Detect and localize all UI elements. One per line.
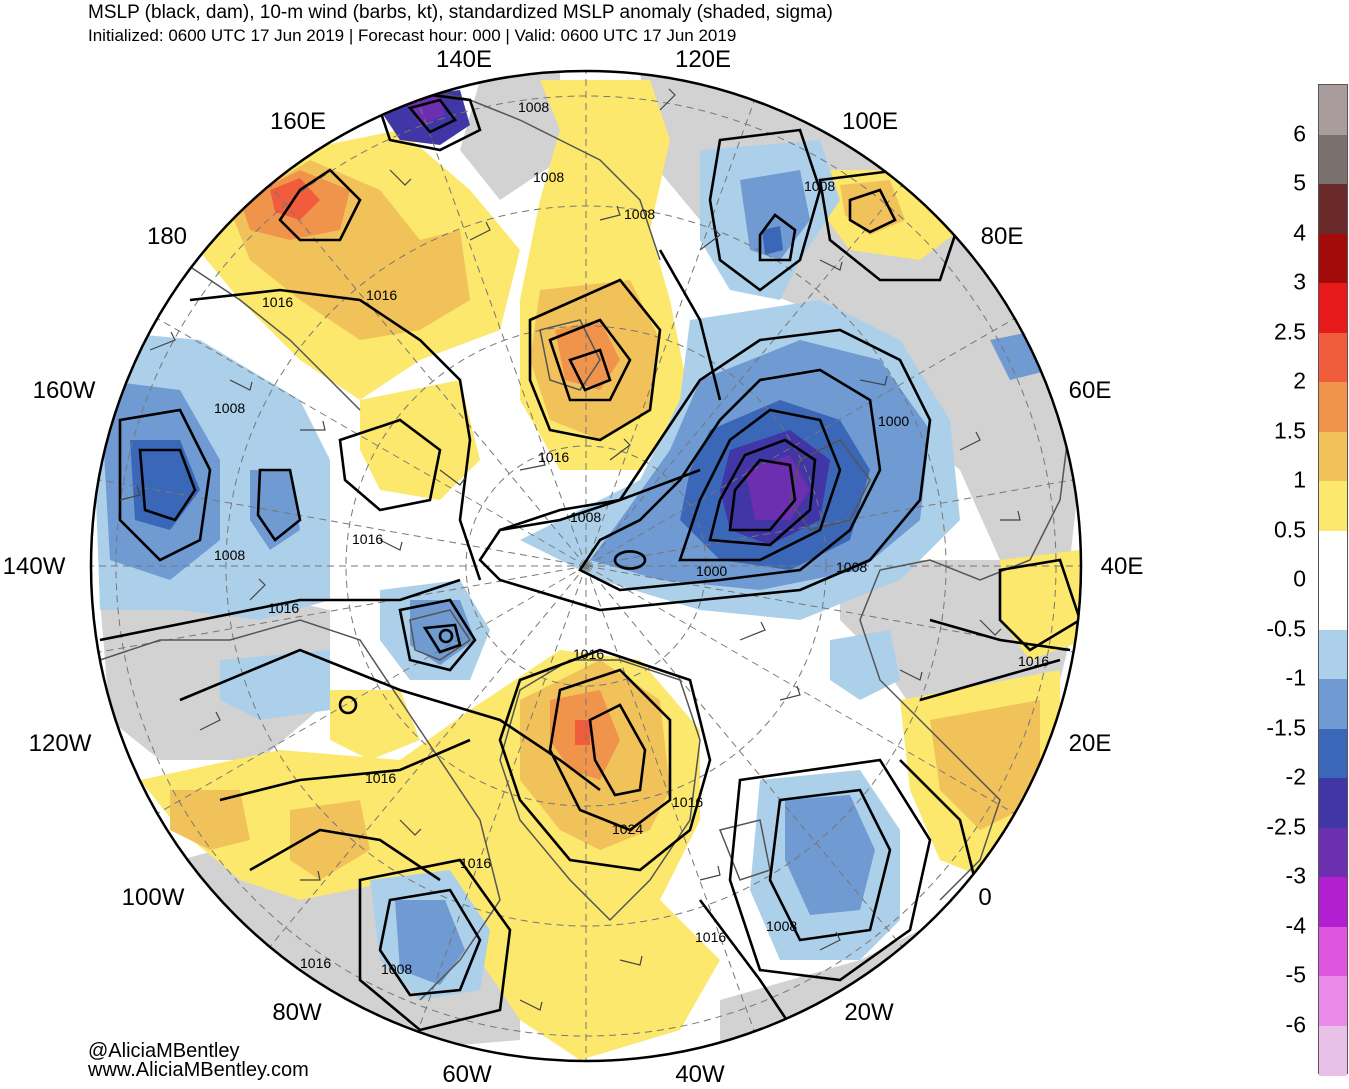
colorbar-segment <box>1319 382 1347 432</box>
lon-label-40w: 40W <box>675 1061 725 1088</box>
isobar-label: 1016 <box>538 449 569 465</box>
isobar-label: 1008 <box>214 400 245 416</box>
isobar-labels: 1008 1008 1008 1016 1016 1016 1008 1008 … <box>214 99 1049 977</box>
colorbar-tick-label: 1.5 <box>1274 417 1306 443</box>
colorbar-tick-label: 5 <box>1293 169 1306 196</box>
colorbar-segment <box>1319 530 1347 581</box>
isobar-label: 1008 <box>624 206 655 222</box>
isobar-label: 1000 <box>878 413 909 429</box>
colorbar-tick-label: 0 <box>1293 565 1306 592</box>
colorbar-segment <box>1319 580 1347 630</box>
colorbar-tick-label: 2.5 <box>1274 318 1306 344</box>
chart-subtitle: Initialized: 0600 UTC 17 Jun 2019 | Fore… <box>88 26 737 45</box>
lon-label-160w: 160W <box>32 377 96 404</box>
colorbar-segment <box>1319 976 1347 1026</box>
colorbar-segment <box>1319 728 1347 779</box>
colorbar-tick-label: 2 <box>1293 367 1306 394</box>
lon-label-20e: 20E <box>1068 730 1112 757</box>
colorbar-segment <box>1319 85 1347 135</box>
chart-title: MSLP (black, dam), 10-m wind (barbs, kt)… <box>88 2 833 23</box>
lon-label-60e: 60E <box>1068 377 1112 404</box>
isobar-label: 1016 <box>268 600 299 616</box>
isobar-label: 1016 <box>365 770 396 786</box>
colorbar-segment <box>1319 481 1347 531</box>
isobar-label: 1016 <box>672 794 703 810</box>
isobar-label: 1016 <box>366 287 397 303</box>
isobar-label: 1008 <box>533 169 564 185</box>
lon-label-120w: 120W <box>28 730 92 757</box>
isobar-label: 1016 <box>1018 653 1049 669</box>
lon-label-80w: 80W <box>272 999 322 1026</box>
map-border <box>89 69 1083 1063</box>
isobar-label: 1000 <box>696 563 727 579</box>
isobar-label: 1024 <box>612 821 643 837</box>
colorbar-segment <box>1319 134 1347 185</box>
colorbar-segment <box>1319 283 1347 333</box>
colorbar-tick-label: -5 <box>1285 961 1306 988</box>
colorbar-segment <box>1319 629 1347 680</box>
lon-label-140e: 140E <box>435 46 493 73</box>
isobar-label: 1016 <box>300 955 331 971</box>
lon-label-100e: 100E <box>841 108 899 135</box>
colorbar-segment <box>1319 877 1347 927</box>
isobar-label: 1016 <box>460 855 491 871</box>
colorbar-tick-label: 0.5 <box>1274 516 1306 542</box>
lon-label-120e: 120E <box>674 46 732 73</box>
lon-label-40e: 40E <box>1100 553 1144 580</box>
isobar-label: 1008 <box>518 99 549 115</box>
colorbar-tick-label: 6 <box>1293 120 1306 146</box>
isobar-label: 1008 <box>766 918 797 934</box>
credit-handle: @AliciaMBentley <box>88 1040 240 1062</box>
lon-label-180: 180 <box>146 223 188 250</box>
colorbar <box>1318 84 1348 1076</box>
lon-label-0: 0 <box>978 884 992 911</box>
isobar-label: 1016 <box>573 646 604 662</box>
isobar-label: 1016 <box>695 929 726 945</box>
colorbar-segment <box>1319 778 1347 828</box>
isobar-label: 1008 <box>214 547 245 563</box>
colorbar-tick-label: -2.5 <box>1266 813 1306 839</box>
isobar-label: 1008 <box>381 961 412 977</box>
isobar-label: 1016 <box>352 531 383 547</box>
colorbar-tick-label: -2 <box>1285 763 1306 790</box>
isobar-label: 1008 <box>836 559 867 575</box>
positive-anomaly-shading <box>140 80 1081 1060</box>
colorbar-segment <box>1319 827 1347 878</box>
isobar-label: 1016 <box>262 294 293 310</box>
isobar-label: 1008 <box>804 178 835 194</box>
credit-website: www.AliciaMBentley.com <box>88 1059 309 1081</box>
colorbar-segment <box>1319 679 1347 729</box>
colorbar-segment <box>1319 233 1347 284</box>
colorbar-segment <box>1319 332 1347 383</box>
colorbar-tick-label: -0.5 <box>1266 615 1306 641</box>
lon-label-60w: 60W <box>442 1061 492 1088</box>
coastlines <box>99 89 1071 1001</box>
colorbar-segment <box>1319 1025 1347 1076</box>
isobar-label: 1008 <box>570 509 601 525</box>
colorbar-segment <box>1319 926 1347 977</box>
lon-label-80e: 80E <box>980 223 1024 250</box>
colorbar-tick-label: -1 <box>1285 664 1306 691</box>
colorbar-segment <box>1319 184 1347 234</box>
colorbar-tick-label: -6 <box>1285 1011 1306 1037</box>
lon-label-160e: 160E <box>269 108 327 135</box>
colorbar-tick-label: 1 <box>1293 466 1306 493</box>
colorbar-tick-label: -4 <box>1285 912 1306 938</box>
lon-label-20w: 20W <box>844 999 894 1026</box>
wind-barbs <box>119 88 1021 1011</box>
colorbar-tick-label: -3 <box>1285 862 1306 889</box>
lon-label-140w: 140W <box>2 553 66 580</box>
lon-label-100w: 100W <box>121 884 185 911</box>
colorbar-tick-label: 4 <box>1293 219 1306 245</box>
isobars <box>99 93 1081 1041</box>
colorbar-tick-label: 3 <box>1293 268 1306 295</box>
colorbar-tick-label: -1.5 <box>1266 714 1306 740</box>
colorbar-segment <box>1319 431 1347 482</box>
